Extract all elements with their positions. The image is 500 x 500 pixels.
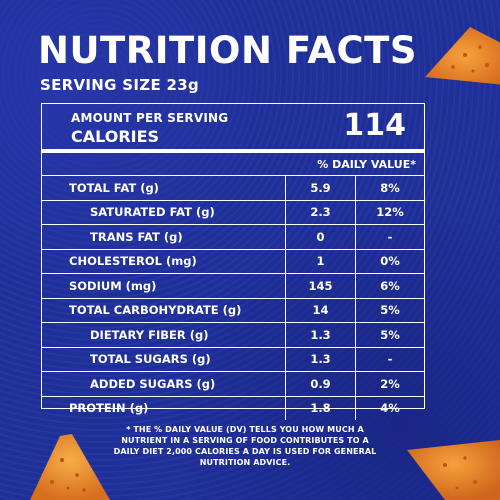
nutrient-daily-value: 2% (355, 372, 424, 396)
nutrient-amount: 0.9 (285, 372, 355, 396)
nutrient-daily-value: 6% (355, 274, 424, 298)
nutrient-daily-value: 5% (355, 298, 424, 322)
nutrient-name: ADDED SUGARS (g) (90, 376, 216, 391)
nutrient-amount: 5.9 (285, 176, 355, 200)
nutrient-name: TOTAL CARBOHYDRATE (g) (69, 303, 242, 318)
footnote: * THE % DAILY VALUE (DV) TELLS YOU HOW M… (113, 425, 377, 467)
nutrient-amount: 1 (285, 249, 355, 273)
serving-size: SERVING SIZE 23g (40, 76, 200, 94)
nutrient-amount: 1.3 (285, 347, 355, 371)
tortilla-chip-bottom-right (407, 440, 500, 500)
nutrient-name: PROTEIN (g) (69, 401, 149, 416)
table-row: SODIUM (mg) 145 6% (42, 274, 424, 299)
calories-value: 114 (343, 108, 406, 143)
nutrient-amount: 14 (285, 298, 355, 322)
nutrient-amount: 1.3 (285, 323, 355, 347)
table-row: DIETARY FIBER (g) 1.3 5% (42, 323, 424, 348)
tortilla-chip-bottom-left (30, 434, 110, 500)
nutrient-daily-value: 0% (355, 249, 424, 273)
nutrient-daily-value: - (355, 347, 424, 371)
daily-value-header: % DAILY VALUE* (317, 158, 416, 171)
nutrient-daily-value: 12% (355, 200, 424, 224)
nutrient-daily-value: 4% (355, 396, 424, 420)
divider (42, 149, 424, 153)
table-row: ADDED SUGARS (g) 0.9 2% (42, 372, 424, 397)
nutrient-daily-value: - (355, 225, 424, 249)
nutrient-name: SODIUM (mg) (69, 278, 157, 293)
table-row: TOTAL SUGARS (g) 1.3 - (42, 347, 424, 372)
page-title: NUTRITION FACTS (38, 29, 418, 72)
table-row: CHOLESTEROL (mg) 1 0% (42, 249, 424, 274)
nutrient-name: SATURATED FAT (g) (90, 205, 215, 220)
nutrient-daily-value: 8% (355, 176, 424, 200)
tortilla-chip-top-right (425, 27, 500, 85)
nutrition-panel: AMOUNT PER SERVING CALORIES 114 % DAILY … (41, 103, 425, 420)
nutrient-name: TRANS FAT (g) (90, 229, 183, 244)
nutrient-amount: 2.3 (285, 200, 355, 224)
nutrient-name: CHOLESTEROL (mg) (69, 254, 197, 269)
amount-per-serving-label: AMOUNT PER SERVING (71, 111, 229, 125)
nutrient-name: DIETARY FIBER (g) (90, 327, 209, 342)
table-row: TRANS FAT (g) 0 - (42, 225, 424, 250)
table-row: SATURATED FAT (g) 2.3 12% (42, 200, 424, 225)
nutrient-amount: 1.8 (285, 396, 355, 420)
nutrient-daily-value: 5% (355, 323, 424, 347)
nutrient-name: TOTAL SUGARS (g) (90, 352, 211, 367)
nutrient-table: TOTAL FAT (g) 5.9 8% SATURATED FAT (g) 2… (42, 175, 424, 420)
table-row: TOTAL CARBOHYDRATE (g) 14 5% (42, 298, 424, 323)
table-row: TOTAL FAT (g) 5.9 8% (42, 176, 424, 201)
nutrient-amount: 0 (285, 225, 355, 249)
nutrient-amount: 145 (285, 274, 355, 298)
calories-label: CALORIES (71, 127, 160, 146)
nutrient-name: TOTAL FAT (g) (69, 180, 159, 195)
table-row: PROTEIN (g) 1.8 4% (42, 396, 424, 420)
